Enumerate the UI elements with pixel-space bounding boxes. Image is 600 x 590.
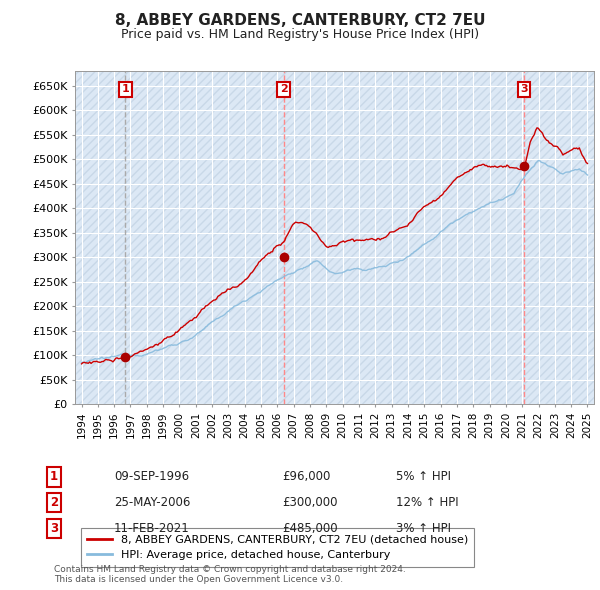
Text: 3: 3 xyxy=(520,84,528,94)
Text: 1: 1 xyxy=(50,470,58,483)
Text: 1: 1 xyxy=(122,84,130,94)
Text: £485,000: £485,000 xyxy=(282,522,338,535)
Text: 8, ABBEY GARDENS, CANTERBURY, CT2 7EU: 8, ABBEY GARDENS, CANTERBURY, CT2 7EU xyxy=(115,13,485,28)
Text: £96,000: £96,000 xyxy=(282,470,331,483)
Text: 2: 2 xyxy=(280,84,287,94)
Legend: 8, ABBEY GARDENS, CANTERBURY, CT2 7EU (detached house), HPI: Average price, deta: 8, ABBEY GARDENS, CANTERBURY, CT2 7EU (d… xyxy=(80,528,475,567)
Text: 5% ↑ HPI: 5% ↑ HPI xyxy=(396,470,451,483)
Text: 09-SEP-1996: 09-SEP-1996 xyxy=(114,470,189,483)
Text: 25-MAY-2006: 25-MAY-2006 xyxy=(114,496,190,509)
Text: 2: 2 xyxy=(50,496,58,509)
Text: 11-FEB-2021: 11-FEB-2021 xyxy=(114,522,190,535)
Text: Price paid vs. HM Land Registry's House Price Index (HPI): Price paid vs. HM Land Registry's House … xyxy=(121,28,479,41)
Text: 12% ↑ HPI: 12% ↑ HPI xyxy=(396,496,458,509)
Text: Contains HM Land Registry data © Crown copyright and database right 2024.
This d: Contains HM Land Registry data © Crown c… xyxy=(54,565,406,584)
Text: £300,000: £300,000 xyxy=(282,496,337,509)
Text: 3: 3 xyxy=(50,522,58,535)
Text: 3% ↑ HPI: 3% ↑ HPI xyxy=(396,522,451,535)
